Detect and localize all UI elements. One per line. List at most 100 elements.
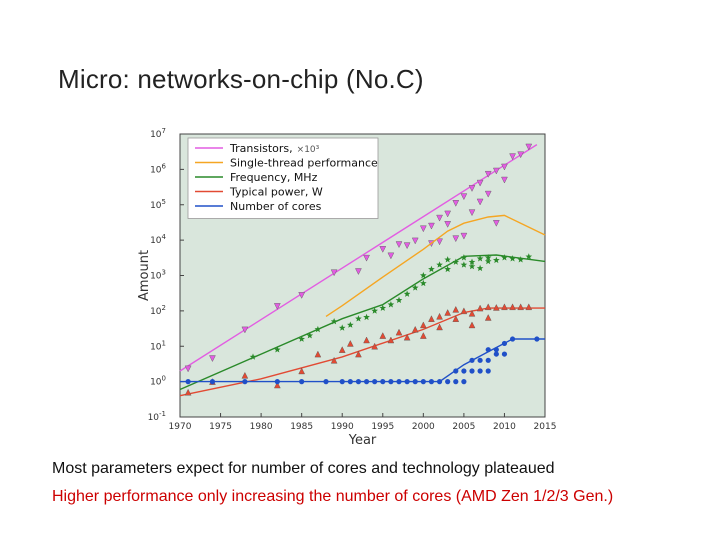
data-point-typical-power-w [379,332,387,339]
data-point-frequency-mhz [395,296,403,304]
x-tick-label: 2005 [452,422,475,432]
data-point-number-of-cores [372,379,378,385]
data-point-transistors [436,214,443,222]
data-point-number-of-cores [469,368,475,374]
y-tick-exponent: 1 [162,339,166,347]
y-axis-title: Amount [137,250,152,301]
series-line-single-thread-performance [325,214,546,317]
data-point-number-of-cores [242,379,248,385]
data-point-frequency-mhz [476,255,484,262]
data-point-number-of-cores [436,379,443,385]
data-point-number-of-cores [469,357,475,363]
data-point-typical-power-w [338,346,346,353]
series-line-frequency-mhz [179,254,546,391]
data-point-number-of-cores [453,379,459,385]
data-point-frequency-mhz [363,313,370,321]
data-point-frequency-mhz [444,256,451,263]
data-point-frequency-mhz [403,290,411,297]
data-point-frequency-mhz [387,301,395,308]
data-point-number-of-cores [412,379,418,385]
data-point-transistors [184,365,192,373]
data-point-transistors [460,193,468,201]
data-point-number-of-cores [185,379,191,385]
data-point-number-of-cores [339,379,345,385]
data-point-number-of-cores [534,336,540,342]
caption-more-cores: Higher performance only increasing the n… [52,488,614,505]
x-tick-label: 2000 [412,422,435,432]
y-tick-base: 10 [150,307,162,317]
data-point-frequency-mhz [249,353,257,360]
data-point-transistors [476,198,484,206]
data-point-number-of-cores [493,347,499,353]
y-tick-exponent: 2 [162,304,166,312]
data-point-transistors [460,232,468,240]
legend-label: Transistors, ×10³ [229,142,320,155]
data-point-transistors [452,200,460,207]
data-point-transistors [330,269,338,277]
data-point-transistors [468,185,476,192]
x-tick-label: 2015 [534,422,557,432]
data-point-number-of-cores [388,379,394,385]
data-point-transistors [501,176,508,184]
data-point-number-of-cores [347,379,353,385]
data-point-typical-power-w [468,321,476,329]
data-point-number-of-cores [453,368,459,374]
data-point-frequency-mhz [509,255,516,262]
data-point-transistors [493,167,500,175]
data-point-number-of-cores [363,379,370,385]
data-point-frequency-mhz [476,264,484,272]
data-point-number-of-cores [445,379,451,385]
data-point-typical-power-w [493,303,500,311]
data-point-number-of-cores [396,379,402,385]
data-point-frequency-mhz [493,256,500,264]
data-point-typical-power-w [241,371,249,379]
data-point-typical-power-w [525,303,533,311]
data-point-transistors [444,221,451,228]
caption-plateau: Most parameters expect for number of cor… [52,460,555,477]
x-tick-label: 1980 [250,422,273,432]
data-point-frequency-mhz [420,272,427,279]
amount-over-years-chart: 1970 1975 1980 1985 1990 1995 2000 2005 2010 2015… [137,127,557,447]
data-point-frequency-mhz [274,346,281,353]
data-point-frequency-mhz [468,262,476,270]
y-tick-base: 10 [150,236,162,246]
y-tick-exponent: 0 [162,375,166,383]
x-tick-label: 1975 [209,422,232,432]
data-point-typical-power-w [452,305,460,313]
data-point-number-of-cores [477,368,483,374]
y-tick-base: 10 [150,201,162,211]
y-tick-label: 107 [150,127,166,140]
data-point-typical-power-w [476,304,484,312]
data-point-number-of-cores [477,357,483,363]
y-tick-base: 10 [150,272,162,282]
legend-series-name: Single-thread performance [230,157,378,170]
data-point-typical-power-w [436,312,443,320]
data-point-typical-power-w [298,367,305,375]
data-point-frequency-mhz [517,256,524,263]
data-point-transistors [379,246,387,253]
data-point-typical-power-w [501,303,508,311]
legend-label: Typical power, W [229,186,323,199]
data-point-frequency-mhz [452,258,460,265]
legend-series-name: Transistors, [229,142,293,155]
data-point-typical-power-w [452,315,460,322]
data-point-transistors [363,254,370,262]
legend-series-name: Frequency, MHz [230,171,318,184]
y-tick-label: 100 [150,375,166,388]
data-point-number-of-cores [493,351,499,357]
data-point-number-of-cores [209,379,216,385]
data-point-transistors [209,355,216,362]
data-point-transistors [403,242,411,250]
y-tick-label: 106 [150,162,166,175]
legend-series-name: Number of cores [230,200,322,213]
data-point-transistors [468,209,476,217]
data-point-typical-power-w [347,340,354,347]
data-point-number-of-cores [501,351,508,357]
series-line-transistors [179,144,538,372]
data-point-number-of-cores [274,379,280,385]
data-point-typical-power-w [184,388,192,396]
y-tick-base: 10 [150,342,162,352]
data-point-transistors [420,225,427,233]
y-tick-label: 10-1 [148,410,166,423]
data-point-typical-power-w [428,315,435,322]
